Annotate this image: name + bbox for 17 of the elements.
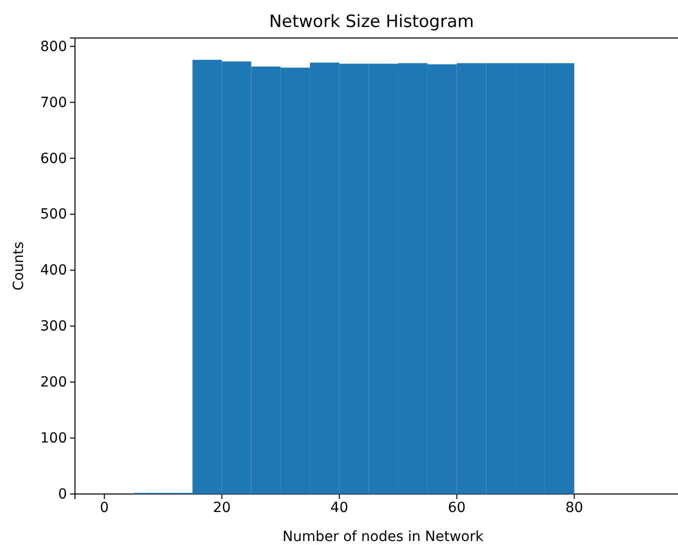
y-tick-label: 600 (40, 150, 67, 167)
x-tick-label: 40 (330, 500, 348, 516)
x-tick-label: 20 (212, 500, 231, 516)
chart-title: Network Size Histogram (269, 12, 474, 32)
y-tick-label: 700 (40, 94, 67, 111)
y-tick-label: 100 (40, 430, 67, 447)
y-tick-label: 800 (40, 38, 67, 55)
x-tick-label: 60 (448, 500, 466, 516)
x-tick-label: 80 (565, 500, 584, 516)
y-tick-label: 400 (40, 262, 67, 279)
y-tick-label: 500 (40, 206, 67, 223)
x-tick-label: 0 (100, 500, 109, 516)
y-axis-title: Counts (11, 242, 27, 290)
y-tick-label: 0 (58, 486, 67, 502)
x-axis-title: Number of nodes in Network (282, 529, 484, 545)
y-tick-label: 300 (40, 318, 67, 335)
y-tick-label: 200 (40, 374, 67, 391)
